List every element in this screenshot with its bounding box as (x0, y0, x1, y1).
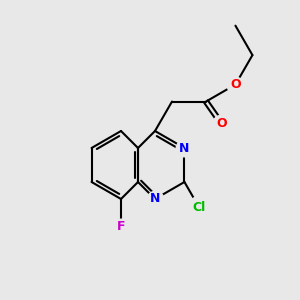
Text: Cl: Cl (192, 200, 206, 214)
Text: O: O (230, 78, 241, 91)
Text: N: N (150, 193, 160, 206)
Text: N: N (179, 142, 190, 154)
Text: F: F (117, 220, 125, 233)
Text: O: O (216, 117, 226, 130)
